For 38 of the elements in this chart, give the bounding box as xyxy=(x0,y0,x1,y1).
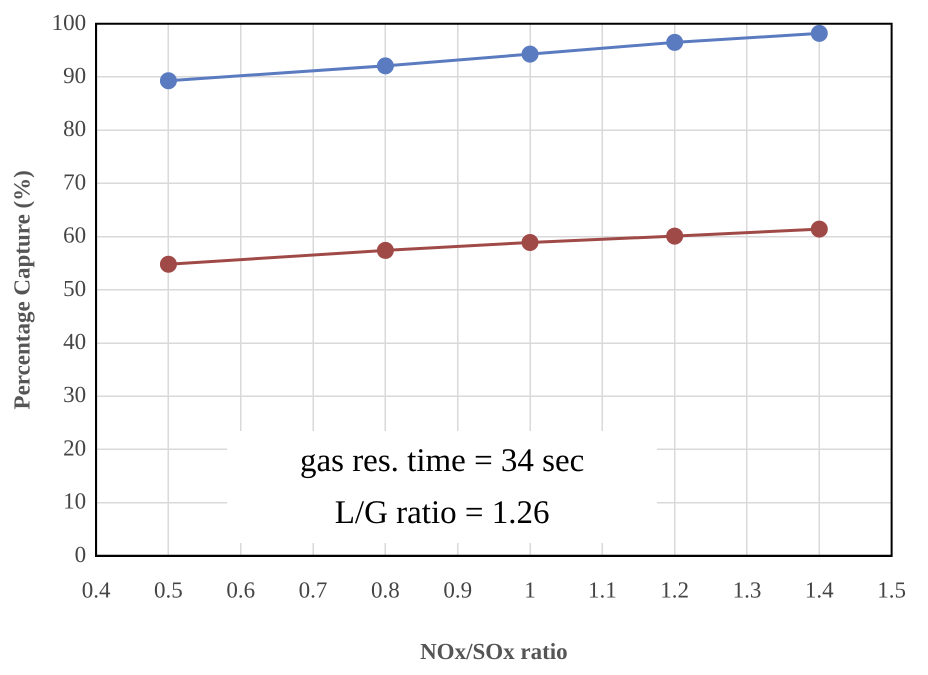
annotation: L/G ratio = 1.26 xyxy=(334,494,551,534)
y-axis-title: Percentage Capture (%) xyxy=(10,170,36,410)
point xyxy=(810,220,828,238)
x-tick-label: 1.4 xyxy=(804,578,834,603)
y-tick-label: 60 xyxy=(63,222,86,248)
x-tick-label: 0.6 xyxy=(226,578,256,603)
text-box: gas res. time = 34 sec L/G ratio = 1.26 xyxy=(227,431,658,544)
x-tick-label: 0.8 xyxy=(371,578,400,603)
point xyxy=(160,72,177,90)
point xyxy=(376,242,394,259)
y-tick-label: 90 xyxy=(63,63,86,88)
point xyxy=(522,46,539,63)
x-tick-label: 1.2 xyxy=(660,578,690,603)
x-tick-label: 0.5 xyxy=(154,578,183,603)
annotation: gas res. time = 34 sec xyxy=(298,442,586,482)
x-tick-label: 1.5 xyxy=(877,578,906,603)
x-tick-label: 1.3 xyxy=(732,578,762,603)
y-tick-label: 70 xyxy=(63,169,86,194)
y-tick-label: 30 xyxy=(63,382,86,408)
y-tick-label: 20 xyxy=(63,435,86,460)
point xyxy=(376,57,394,74)
y-tick-label: 40 xyxy=(63,329,86,354)
x-tick-label: 0.9 xyxy=(443,578,472,603)
x-tick-label: 0.7 xyxy=(298,578,328,603)
x-tick-label: 1.1 xyxy=(588,578,617,603)
y-tick-label: 10 xyxy=(63,488,86,514)
y-tick-label: 80 xyxy=(63,116,86,142)
y-tick-label: 0 xyxy=(74,542,86,567)
point xyxy=(522,234,539,251)
y-tick-label: 100 xyxy=(52,10,86,35)
x-tick-label: 1 xyxy=(524,578,536,603)
point xyxy=(160,256,177,273)
point xyxy=(666,34,684,51)
point xyxy=(666,228,684,245)
y-tick-label: 50 xyxy=(63,276,86,301)
x-tick-label: 0.4 xyxy=(82,578,111,603)
x-axis-title: NOx/SOx ratio xyxy=(420,639,568,664)
point xyxy=(810,24,828,42)
